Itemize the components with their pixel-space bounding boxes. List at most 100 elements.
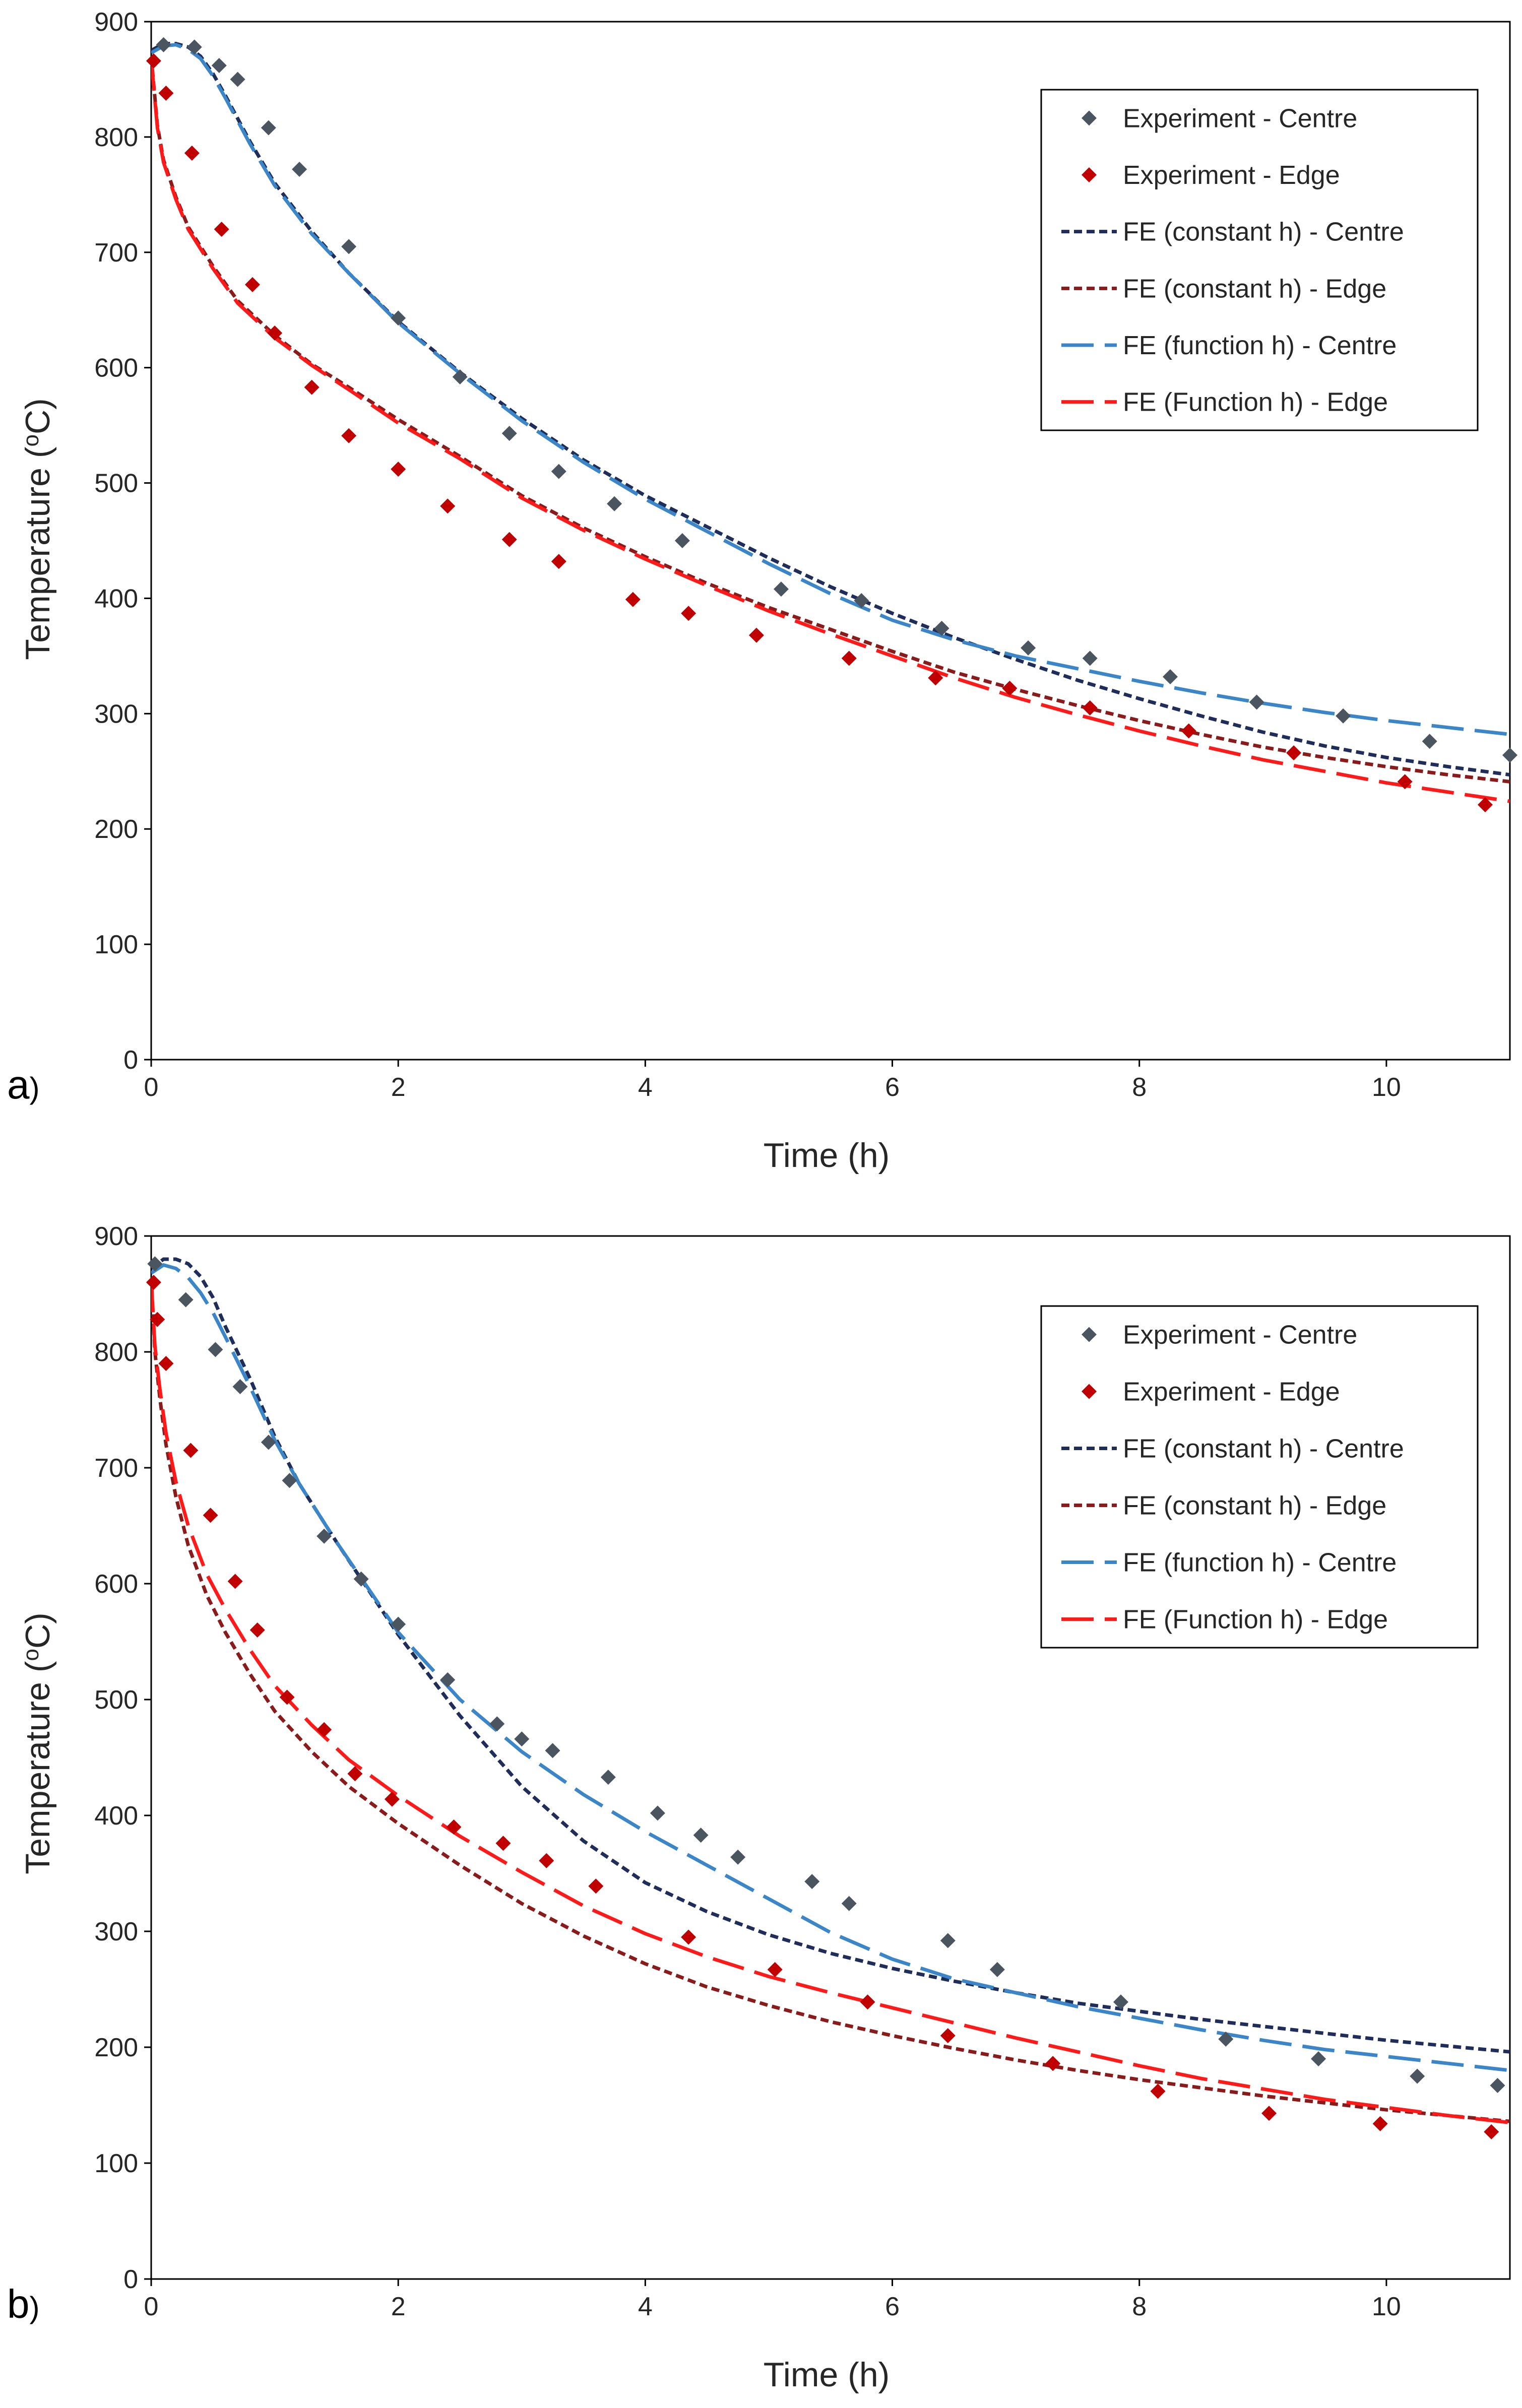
panel-b-y-tick-label: 800 <box>94 1338 138 1367</box>
panel-a-data-point <box>1286 745 1302 761</box>
panel-a-data-point <box>184 145 200 161</box>
panel-b-data-point <box>767 1962 783 1977</box>
panel-a-x-tick-label: 10 <box>1372 1073 1401 1102</box>
panel-b-data-point <box>446 1819 462 1835</box>
panel-a-data-point <box>230 72 245 87</box>
panel-b-plot-frame <box>150 1235 1511 2280</box>
panel-b-y-tick-label: 100 <box>94 2149 138 2178</box>
panel-a-y-tick-label: 300 <box>94 699 138 729</box>
panel-a-data-point <box>841 650 857 666</box>
panel-a-data-point <box>341 428 357 443</box>
panel-b-data-point <box>804 1874 820 1890</box>
panel-b-x-tick-label: 0 <box>144 2292 159 2321</box>
panel-a-legend-label: Experiment - Edge <box>1123 161 1340 190</box>
panel-a-legend-label: FE (constant h) - Edge <box>1123 274 1386 303</box>
panel-b-data-point <box>730 1849 746 1865</box>
panel-b-y-tick-label: 500 <box>94 1685 138 1715</box>
panel-b-data-point <box>279 1689 295 1705</box>
panel-a-data-point <box>1082 700 1098 715</box>
panel-a-data-point <box>391 462 406 477</box>
panel-a-data-point <box>214 222 229 237</box>
panel-a-legend-marker <box>1082 167 1097 182</box>
panel-b-data-point <box>681 1929 696 1945</box>
panel-b-y-tick-label: 700 <box>94 1454 138 1483</box>
panel-a-data-point <box>607 496 622 511</box>
panel-b-data-point <box>600 1770 616 1785</box>
panel-b-series-line <box>151 1257 1510 2054</box>
panel-b-data-point <box>489 1716 505 1732</box>
panel-a-data-point <box>391 310 406 326</box>
panel-a-x-tick-label: 0 <box>144 1073 159 1102</box>
panel-a-series-line <box>151 42 1510 777</box>
panel-b-data-point <box>539 1853 554 1868</box>
y-axis-label-a: Temperature (oC) <box>19 398 57 660</box>
panel-a-data-point <box>1422 734 1437 749</box>
panel-b-data-point <box>989 1962 1005 1977</box>
x-axis-label-a: Time (h) <box>764 1136 890 1175</box>
panel-b-y-tick-label: 300 <box>94 1917 138 1946</box>
panel-b-data-point <box>1311 2051 1326 2066</box>
panel-a-data-point <box>452 369 468 384</box>
panel-b-data-point <box>316 1528 332 1544</box>
panel-b-data-point <box>693 1828 709 1843</box>
panel-b-data-point <box>384 1791 400 1807</box>
panel-a-data-point <box>1181 723 1196 739</box>
panel-a-data-point <box>341 239 357 254</box>
panel-b-legend-box <box>1040 1305 1479 1649</box>
panel-b-data-point <box>353 1571 369 1587</box>
panel-a-data-point <box>501 532 517 547</box>
panel-a-y-tick-label: 600 <box>94 354 138 383</box>
panel-a-legend-box <box>1040 89 1479 431</box>
panel-b-legend-marker <box>1082 1327 1097 1342</box>
panel-a-x-tick-label: 8 <box>1132 1073 1147 1102</box>
panel-b-legend-label: FE (constant h) - Edge <box>1123 1491 1386 1521</box>
panel-a-series-line <box>151 43 1510 736</box>
panel-a-data-point <box>156 37 171 52</box>
panel-a-data-point <box>244 277 260 292</box>
chart-panel-a: 0 100 200 300 400 500 600 700 800 900 0 2 4 6 8 10 Exper… <box>7 8 1517 1175</box>
panel-b-data-point <box>391 1616 406 1632</box>
panel-b-data-point <box>1261 2106 1277 2121</box>
panel-a-data-point <box>928 670 943 686</box>
panel-a-data-point <box>261 120 276 136</box>
panel-b-y-tick-label: 0 <box>123 2265 138 2294</box>
panel-a-legend-label: Experiment - Centre <box>1123 104 1357 133</box>
panel-b-legend-label: FE (Function h) - Edge <box>1123 1605 1388 1635</box>
panel-a-data-point <box>674 533 690 548</box>
panel-b-x-tick-label: 6 <box>885 2292 900 2321</box>
panel-b-series-line <box>151 1263 1510 2072</box>
panel-b-data-point <box>208 1342 223 1357</box>
panel-b-y-tick-label: 600 <box>94 1570 138 1599</box>
panel-b-data-point <box>1490 2077 1505 2093</box>
panel-b-data-point <box>178 1292 194 1308</box>
panel-a-data-point <box>748 627 764 643</box>
panel-a-data-point <box>854 593 869 609</box>
panel-a-y-tick-label: 800 <box>94 123 138 152</box>
panel-label-a: a) <box>7 1062 39 1107</box>
panel-a-data-point <box>1477 797 1493 813</box>
panel-b-legend-label: Experiment - Centre <box>1123 1321 1357 1350</box>
panel-b-y-tick-label: 400 <box>94 1801 138 1831</box>
panel-a-data-point <box>292 161 307 177</box>
panel-a-data-point <box>186 39 202 55</box>
panel-a-data-point <box>211 57 227 73</box>
plot-area-b: 0 100 200 300 400 500 600 700 800 900 0 2 4 6 8 10 Exper… <box>94 1222 1511 2321</box>
panel-a-x-tick-label: 4 <box>638 1073 653 1102</box>
panel-a-data-point <box>1002 680 1018 696</box>
panel-a-x-tick-label: 6 <box>885 1073 900 1102</box>
panel-b-data-point <box>1218 2031 1234 2047</box>
panel-b-data-point <box>232 1379 248 1394</box>
panel-a-data-point <box>1397 774 1413 790</box>
y-axis-label-b: Temperature (oC) <box>19 1612 57 1874</box>
panel-a-data-point <box>1249 694 1264 710</box>
panel-b-legend-marker <box>1082 1384 1097 1399</box>
panel-b-data-point <box>183 1443 199 1458</box>
panel-a-data-point <box>1082 650 1098 666</box>
panel-b-y-tick-label: 900 <box>94 1222 138 1251</box>
panel-a-legend-marker <box>1082 110 1097 126</box>
panel-b-data-point <box>316 1722 332 1737</box>
panel-a-data-point <box>934 620 949 636</box>
panel-a-x-tick-label: 2 <box>391 1073 406 1102</box>
panel-a-y-tick-label: 700 <box>94 238 138 268</box>
